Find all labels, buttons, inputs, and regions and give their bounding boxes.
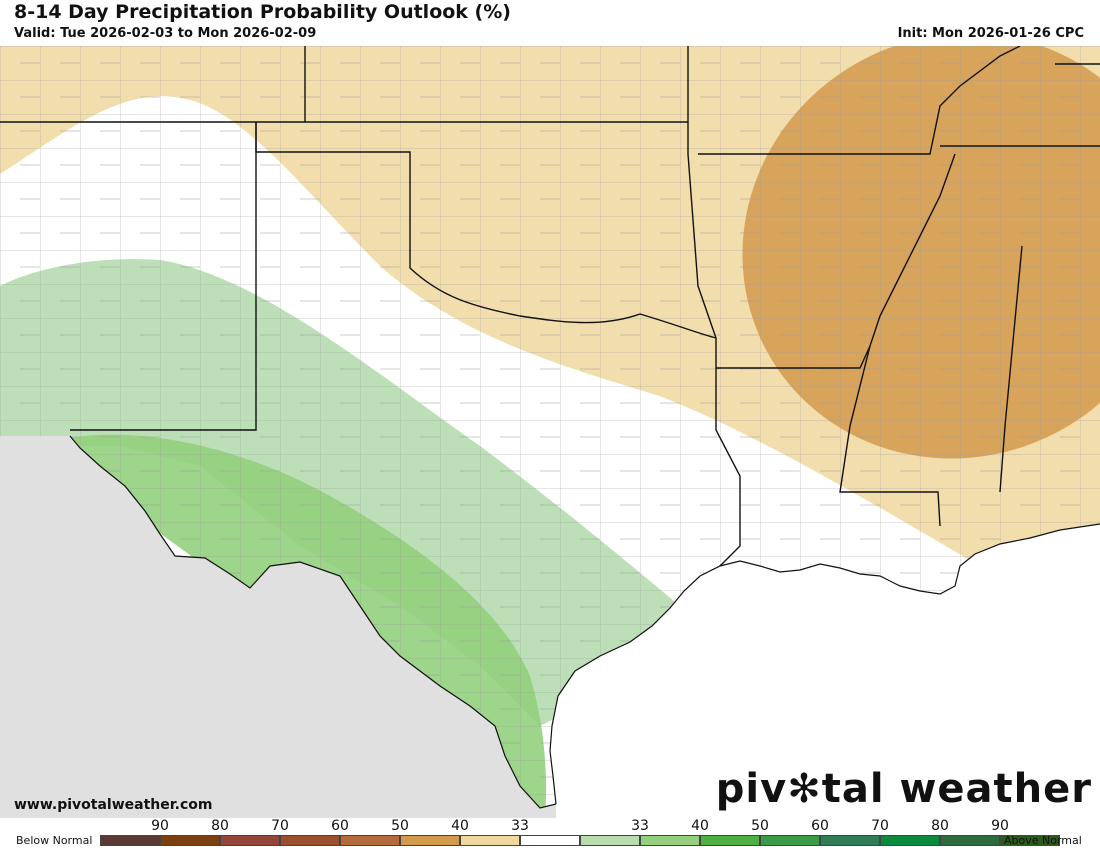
gear-icon: ✻ (787, 766, 822, 812)
legend-swatch (1000, 835, 1060, 846)
legend-tick-label: 33 (511, 818, 529, 834)
logo-text-part1: piv (715, 766, 788, 812)
legend-below-label: Below Normal (16, 834, 93, 847)
oklahoma-arkansas-border (687, 122, 717, 339)
legend-tick-label: 50 (751, 818, 769, 834)
mississippi-border (839, 345, 941, 527)
legend-swatch (160, 835, 220, 846)
map-canvas (0, 46, 1100, 818)
legend-tick-label: 90 (151, 818, 169, 834)
map-title: 8-14 Day Precipitation Probability Outlo… (14, 1, 511, 23)
oklahoma-border (255, 122, 717, 368)
legend-tick-label: 40 (451, 818, 469, 834)
legend-swatch (460, 835, 520, 846)
precip-outlook-map[interactable] (0, 46, 1100, 818)
legend-tick-label: 90 (991, 818, 1009, 834)
legend-tick-label: 60 (331, 818, 349, 834)
legend-swatch (640, 835, 700, 846)
rio-grande-border (69, 435, 557, 809)
legend-swatch (760, 835, 820, 846)
legend-tick-label: 70 (271, 818, 289, 834)
legend-tick-label: 70 (871, 818, 889, 834)
legend-swatch (520, 835, 580, 846)
legend-swatch (280, 835, 340, 846)
missouri-arkansas-border (698, 46, 1021, 155)
header: 8-14 Day Precipitation Probability Outlo… (0, 0, 1100, 46)
legend-swatch (940, 835, 1000, 846)
legend-tick-label: 40 (691, 818, 709, 834)
legend-swatch (100, 835, 160, 846)
legend-swatch (400, 835, 460, 846)
legend-swatch (820, 835, 880, 846)
logo-text-part2: tal weather (821, 766, 1092, 812)
legend-tick-label: 80 (211, 818, 229, 834)
legend-swatch (880, 835, 940, 846)
valid-period: Valid: Tue 2026-02-03 to Mon 2026-02-09 (14, 26, 317, 41)
legend-swatch (220, 835, 280, 846)
legend-above-label: Above Normal (1004, 834, 1082, 847)
pivotal-weather-logo: piv✻tal weather (716, 766, 1092, 812)
legend-swatch (700, 835, 760, 846)
coastline (69, 435, 1100, 809)
arkansas-louisiana-border (716, 153, 956, 369)
legend-tick-label: 60 (811, 818, 829, 834)
legend-tick-label: 80 (931, 818, 949, 834)
legend-swatch (340, 835, 400, 846)
state-borders (0, 46, 1100, 567)
legend: Below Normal 90 80 70 60 50 40 33 33 40 50 60 70 80 9… (0, 818, 1100, 850)
legend-swatch (580, 835, 640, 846)
website-credit[interactable]: www.pivotalweather.com (14, 797, 213, 813)
legend-tick-label: 33 (631, 818, 649, 834)
init-time: Init: Mon 2026-01-26 CPC (897, 26, 1084, 41)
texas-louisiana-border (715, 368, 741, 567)
alabama-border (999, 245, 1023, 493)
new-mexico-border (70, 122, 257, 431)
legend-tick-label: 50 (391, 818, 409, 834)
mexico-land (0, 436, 556, 818)
